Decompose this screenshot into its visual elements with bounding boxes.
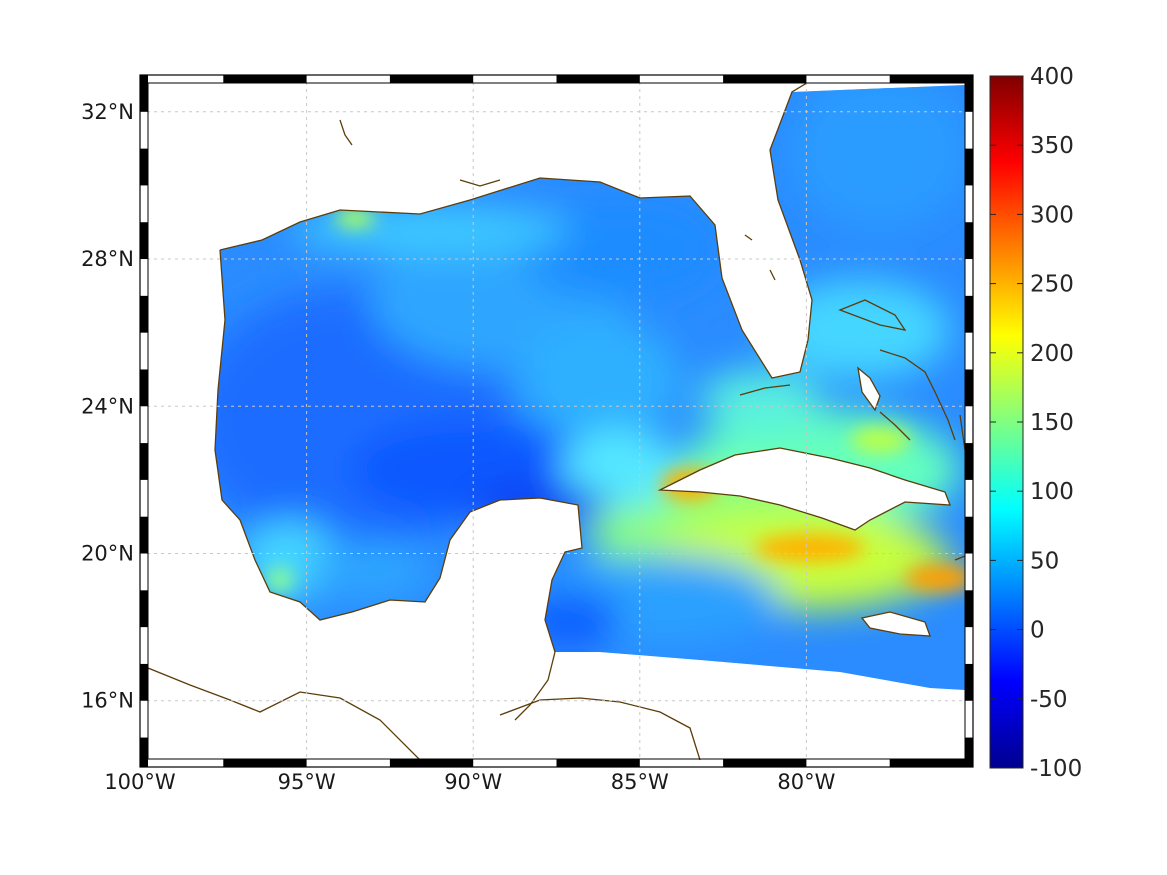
colorbar-tick-label-1: 350 <box>1030 133 1074 159</box>
frame-segment-top <box>223 75 307 83</box>
frame-segment-bottom <box>889 759 973 767</box>
frame-segment-top <box>389 75 474 83</box>
lat-label-4: 16°N <box>81 689 134 713</box>
colorbar-tick-label-6: 100 <box>1030 479 1074 505</box>
colorbar-tick-label-4: 200 <box>1030 341 1074 367</box>
lon-label-0: 100°W <box>104 770 176 794</box>
frame-segment-right <box>965 369 973 407</box>
frame-segment-bottom <box>723 759 807 767</box>
frame-segment-left <box>140 443 148 480</box>
frame-segment-right <box>965 516 973 554</box>
frame-segment-right <box>965 295 973 333</box>
frame-corner <box>964 74 974 84</box>
colorbar-tick-label-0: 400 <box>1030 64 1074 90</box>
coastlines <box>148 83 965 760</box>
frame-segment-right <box>965 75 973 112</box>
lat-label-2: 24°N <box>81 394 134 418</box>
latitude-labels: 32°N 28°N 24°N 20°N 16°N <box>81 100 134 713</box>
lat-label-3: 20°N <box>81 542 134 566</box>
colorbar: 400 350 300 250 200 150 100 50 0 -50 -100 <box>989 64 1082 782</box>
frame-corner <box>139 74 149 84</box>
frame-segment-right <box>965 222 973 260</box>
frame-segment-left <box>140 663 148 701</box>
colorbar-tick-label-3: 250 <box>1030 272 1074 298</box>
colorbar-tick-label-10: -100 <box>1030 756 1082 782</box>
frame-segment-right <box>965 663 973 701</box>
frame-segment-right <box>965 590 973 628</box>
sst-field <box>215 85 965 690</box>
frame-segment-left <box>140 516 148 554</box>
land-mask <box>660 368 950 636</box>
frame-segment-left <box>140 590 148 628</box>
frame-segment-left <box>140 75 148 112</box>
frame-corner <box>139 758 149 768</box>
lon-label-3: 85°W <box>611 770 669 794</box>
colorbar-tick-label-5: 150 <box>1030 410 1074 436</box>
colorbar-tick-label-9: -50 <box>1030 687 1068 713</box>
frame-segment-bottom <box>556 759 640 767</box>
frame-segment-left <box>140 737 148 767</box>
frame-segment-right <box>965 443 973 480</box>
frame-segment-top <box>556 75 640 83</box>
frame-segment-left <box>140 295 148 333</box>
frame-segment-top <box>889 75 973 83</box>
frame-segment-bottom <box>389 759 474 767</box>
frame-corner <box>964 758 974 768</box>
lat-label-0: 32°N <box>81 100 134 124</box>
lat-label-1: 28°N <box>81 247 134 271</box>
lon-label-4: 80°W <box>777 770 835 794</box>
map-frame <box>139 74 974 768</box>
colorbar-tick-label-2: 300 <box>1030 202 1074 228</box>
longitude-labels: 100°W 95°W 90°W 85°W 80°W <box>104 770 835 794</box>
lon-label-2: 90°W <box>444 770 502 794</box>
frame-segment-right <box>965 737 973 767</box>
frame-segment-top <box>723 75 807 83</box>
frame-segment-right <box>965 148 973 186</box>
colorbar-tick-label-7: 50 <box>1030 548 1059 574</box>
colorbar-tick-label-8: 0 <box>1030 618 1045 644</box>
frame-segment-left <box>140 222 148 260</box>
frame-segment-left <box>140 148 148 186</box>
graticule <box>148 83 965 760</box>
frame-segment-left <box>140 369 148 407</box>
lon-label-1: 95°W <box>278 770 336 794</box>
frame-segment-bottom <box>223 759 307 767</box>
